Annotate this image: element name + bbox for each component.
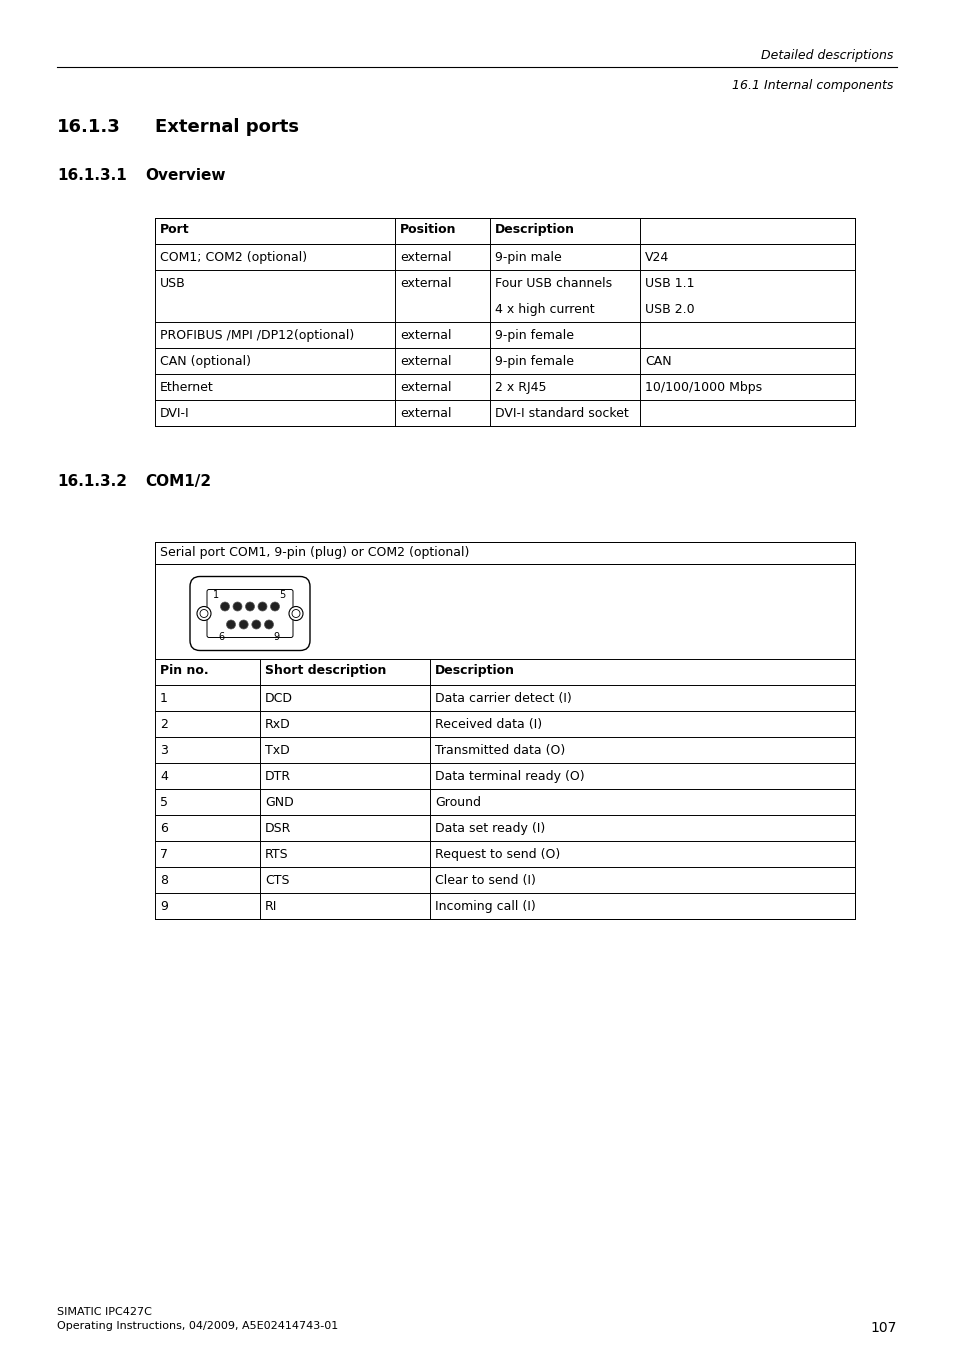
Text: Ground: Ground [435, 796, 480, 809]
Text: RxD: RxD [265, 718, 291, 730]
Bar [154, 541, 854, 919]
Text: Short description: Short description [265, 664, 386, 676]
Text: 9-pin female: 9-pin female [495, 329, 574, 342]
Text: SIMATIC IPC427C: SIMATIC IPC427C [57, 1307, 152, 1318]
Text: Overview: Overview [145, 167, 225, 184]
Text: RI: RI [265, 900, 277, 913]
Text: Data carrier detect (I): Data carrier detect (I) [435, 693, 571, 705]
Text: Operating Instructions, 04/2009, A5E02414743-01: Operating Instructions, 04/2009, A5E0241… [57, 1322, 338, 1331]
Text: 16.1.3.1: 16.1.3.1 [57, 167, 127, 184]
Text: COM1; COM2 (optional): COM1; COM2 (optional) [160, 251, 307, 265]
Text: V24: V24 [644, 251, 669, 265]
Text: Pin no.: Pin no. [160, 664, 209, 676]
Bar [154, 541, 854, 564]
Bar [154, 217, 854, 244]
Text: 5: 5 [278, 590, 285, 599]
Text: 2: 2 [160, 718, 168, 730]
Text: external: external [399, 329, 451, 342]
Text: external: external [399, 406, 451, 420]
Text: external: external [399, 355, 451, 369]
Text: USB 1.1: USB 1.1 [644, 277, 694, 290]
Text: TxD: TxD [265, 744, 290, 757]
Text: 9-pin female: 9-pin female [495, 355, 574, 369]
Text: 4: 4 [160, 769, 168, 783]
Text: Request to send (O): Request to send (O) [435, 848, 559, 861]
Text: Position: Position [399, 223, 456, 236]
Text: Description: Description [495, 223, 575, 236]
Text: 6: 6 [218, 632, 225, 641]
Circle shape [289, 606, 303, 621]
Text: DTR: DTR [265, 769, 291, 783]
Text: Port: Port [160, 223, 190, 236]
Circle shape [245, 602, 254, 612]
Text: 107: 107 [870, 1322, 896, 1335]
Text: 2 x RJ45: 2 x RJ45 [495, 381, 546, 394]
Text: 9-pin male: 9-pin male [495, 251, 561, 265]
Text: DCD: DCD [265, 693, 293, 705]
Circle shape [196, 606, 211, 621]
Circle shape [252, 620, 260, 629]
Text: CAN (optional): CAN (optional) [160, 355, 251, 369]
Text: PROFIBUS /MPI /DP12(optional): PROFIBUS /MPI /DP12(optional) [160, 329, 354, 342]
Text: Serial port COM1, 9-pin (plug) or COM2 (optional): Serial port COM1, 9-pin (plug) or COM2 (… [160, 545, 469, 559]
FancyBboxPatch shape [207, 590, 293, 637]
Text: Description: Description [435, 664, 515, 676]
Text: 4 x high current: 4 x high current [495, 302, 594, 316]
Text: 6: 6 [160, 822, 168, 836]
Text: USB: USB [160, 277, 186, 290]
Text: External ports: External ports [154, 117, 298, 136]
Text: GND: GND [265, 796, 294, 809]
Text: CTS: CTS [265, 873, 289, 887]
Text: 7: 7 [160, 848, 168, 861]
Text: RTS: RTS [265, 848, 289, 861]
Bar [154, 564, 854, 659]
Circle shape [220, 602, 230, 612]
Text: external: external [399, 381, 451, 394]
Text: 16.1.3.2: 16.1.3.2 [57, 474, 127, 489]
Text: 10/100/1000 Mbps: 10/100/1000 Mbps [644, 381, 761, 394]
Text: external: external [399, 251, 451, 265]
Text: 16.1 Internal components: 16.1 Internal components [731, 80, 892, 92]
Text: 3: 3 [160, 744, 168, 757]
Text: DVI-I: DVI-I [160, 406, 190, 420]
Text: CAN: CAN [644, 355, 671, 369]
Text: external: external [399, 277, 451, 290]
Text: COM1/2: COM1/2 [145, 474, 211, 489]
Text: 5: 5 [160, 796, 168, 809]
Text: DSR: DSR [265, 822, 291, 836]
Text: Received data (I): Received data (I) [435, 718, 541, 730]
Text: 8: 8 [160, 873, 168, 887]
Text: Clear to send (I): Clear to send (I) [435, 873, 536, 887]
Text: Four USB channels: Four USB channels [495, 277, 612, 290]
Circle shape [239, 620, 248, 629]
Text: 1: 1 [160, 693, 168, 705]
Text: 9: 9 [273, 632, 279, 641]
Circle shape [271, 602, 279, 612]
Text: 16.1.3: 16.1.3 [57, 117, 121, 136]
Circle shape [257, 602, 267, 612]
Circle shape [264, 620, 274, 629]
Text: 1: 1 [213, 590, 219, 599]
Circle shape [200, 609, 208, 617]
Circle shape [226, 620, 235, 629]
FancyBboxPatch shape [190, 576, 310, 651]
Bar [154, 217, 854, 427]
Text: Data terminal ready (O): Data terminal ready (O) [435, 769, 584, 783]
Text: USB 2.0: USB 2.0 [644, 302, 694, 316]
Text: Incoming call (I): Incoming call (I) [435, 900, 536, 913]
Circle shape [292, 609, 299, 617]
Circle shape [233, 602, 242, 612]
Text: DVI-I standard socket: DVI-I standard socket [495, 406, 628, 420]
Text: Detailed descriptions: Detailed descriptions [760, 49, 892, 62]
Text: 9: 9 [160, 900, 168, 913]
Text: Data set ready (I): Data set ready (I) [435, 822, 545, 836]
Text: Ethernet: Ethernet [160, 381, 213, 394]
Text: Transmitted data (O): Transmitted data (O) [435, 744, 565, 757]
